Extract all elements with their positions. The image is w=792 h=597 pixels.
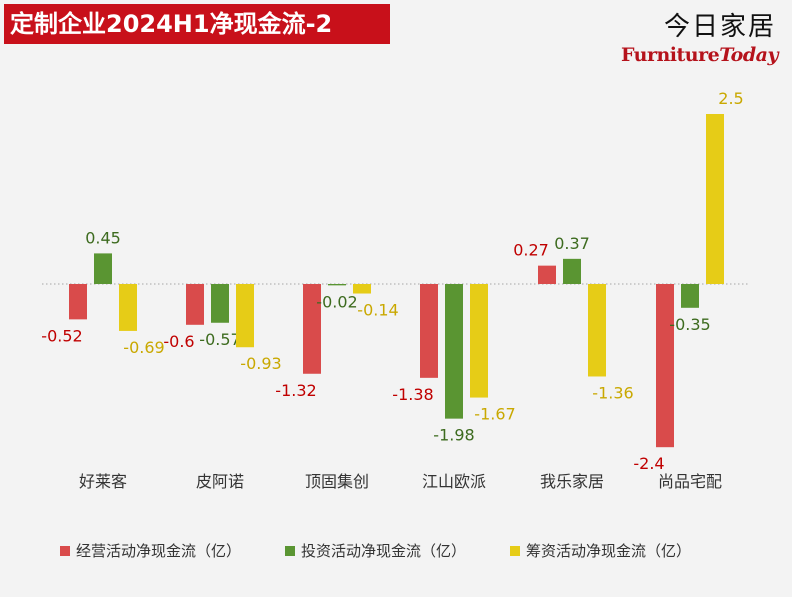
- bar-s2-3: [470, 284, 488, 398]
- bar-s2-5: [706, 114, 724, 284]
- category-label-4: 我乐家居: [540, 472, 604, 491]
- legend-label-investing: 投资活动净现金流（亿）: [301, 542, 467, 560]
- data-label-s0-5: -2.4: [633, 454, 664, 473]
- data-label-s2-4: -1.36: [592, 383, 633, 402]
- data-label-s1-3: -1.98: [433, 426, 474, 445]
- bar-s1-2: [328, 284, 346, 286]
- bar-s0-5: [656, 284, 674, 448]
- category-label-1: 皮阿诺: [196, 472, 244, 491]
- legend-swatch-operating: [60, 545, 70, 556]
- logo-english: FurnitureToday: [621, 44, 778, 66]
- data-label-s1-5: -0.35: [669, 315, 710, 334]
- data-label-s2-3: -1.67: [474, 405, 515, 424]
- data-label-s0-4: 0.27: [513, 241, 549, 260]
- data-label-s2-1: -0.93: [240, 354, 281, 373]
- bar-s0-0: [69, 284, 87, 320]
- category-label-5: 尚品宅配: [658, 472, 722, 491]
- chart-title: 定制企业2024H1净现金流-2: [4, 4, 390, 44]
- logo-furniture: Furniture: [621, 44, 720, 66]
- data-label-s1-2: -0.02: [316, 292, 357, 311]
- bar-s1-3: [445, 284, 463, 419]
- category-label-2: 顶固集创: [305, 472, 369, 491]
- bar-s0-1: [186, 284, 204, 325]
- logo-chinese: 今日家居: [663, 12, 776, 42]
- legend-swatch-investing: [285, 545, 296, 556]
- data-label-s1-0: 0.45: [85, 228, 121, 247]
- data-label-s0-1: -0.6: [163, 332, 194, 351]
- bar-s2-4: [588, 284, 606, 377]
- data-label-s0-3: -1.38: [392, 385, 433, 404]
- legend-label-operating: 经营活动净现金流（亿）: [76, 542, 242, 560]
- bar-s2-1: [236, 284, 254, 348]
- category-label-3: 江山欧派: [422, 472, 486, 491]
- bar-s2-0: [119, 284, 137, 331]
- data-label-s1-4: 0.37: [554, 234, 590, 253]
- category-label-0: 好莱客: [79, 472, 127, 491]
- logo-today: Today: [719, 44, 778, 66]
- data-label-s2-0: -0.69: [123, 338, 164, 357]
- bar-s1-4: [563, 258, 581, 284]
- bar-s0-2: [303, 284, 321, 374]
- bar-s2-2: [353, 284, 371, 294]
- data-label-s1-1: -0.57: [199, 330, 240, 349]
- bar-s1-1: [211, 284, 229, 323]
- bar-s1-5: [681, 284, 699, 308]
- data-label-s0-2: -1.32: [275, 381, 316, 400]
- legend-item-investing: 投资活动净现金流（亿）: [285, 540, 466, 561]
- legend-swatch-financing: [510, 545, 521, 556]
- legend: 经营活动净现金流（亿） 投资活动净现金流（亿） 筹资活动净现金流（亿）: [60, 540, 691, 561]
- legend-item-operating: 经营活动净现金流（亿）: [60, 540, 241, 561]
- bar-s0-4: [538, 265, 556, 284]
- legend-label-financing: 筹资活动净现金流（亿）: [526, 542, 692, 560]
- bar-s0-3: [420, 284, 438, 378]
- legend-item-financing: 筹资活动净现金流（亿）: [510, 540, 691, 561]
- data-label-s2-5: 2.5: [718, 89, 743, 108]
- data-label-s2-2: -0.14: [357, 301, 398, 320]
- bar-s1-0: [94, 253, 112, 284]
- data-label-s0-0: -0.52: [41, 326, 82, 345]
